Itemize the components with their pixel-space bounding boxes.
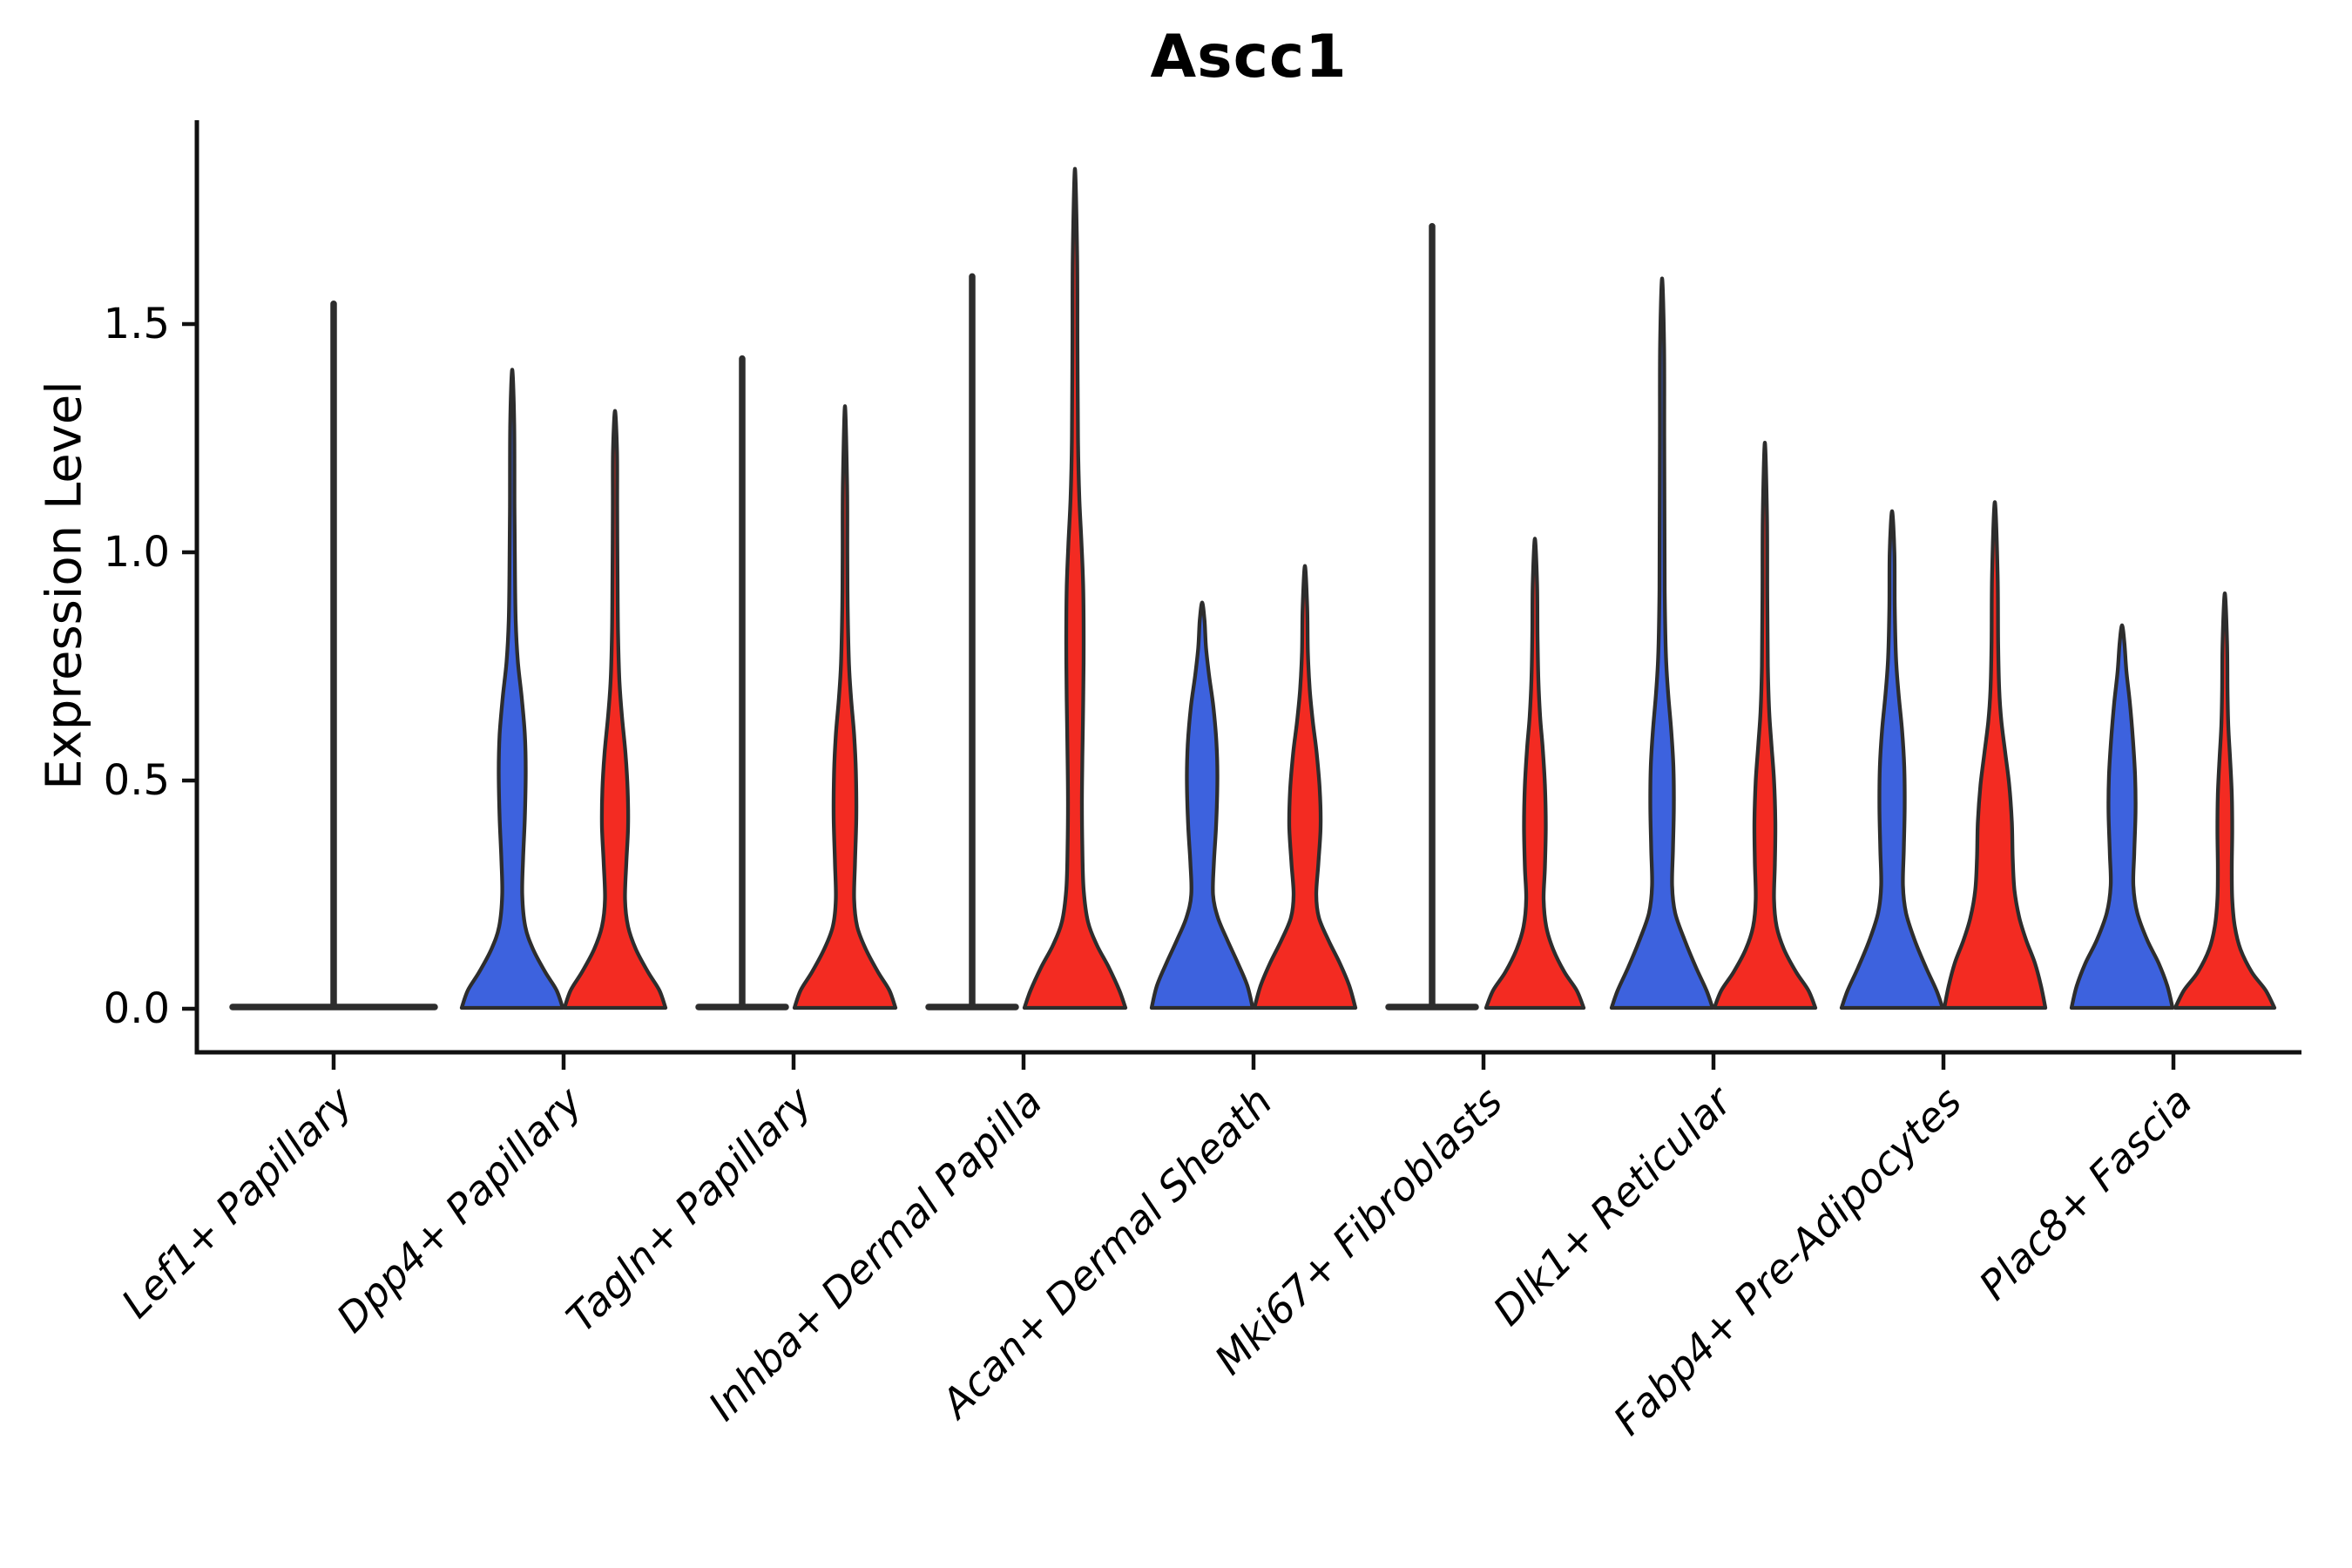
violin-fabp4-pre-adipocytes-red (1942, 500, 2048, 1010)
violin-fabp4-pre-adipocytes-blue (1839, 509, 1945, 1010)
violin-dpp4-papillary-red (562, 409, 668, 1010)
y-axis-label: Expression Level (36, 381, 93, 790)
violin-dlk1-reticular-blue (1609, 276, 1715, 1010)
violin-dpp4-papillary-blue (459, 368, 565, 1010)
y-tick-label: 0.0 (103, 984, 170, 1033)
violin-acan-dermal-sheath-blue (1149, 600, 1255, 1010)
violin-plac8-fascia-red (2173, 591, 2277, 1010)
violin-plac8-fascia-blue (2069, 623, 2175, 1010)
y-tick-label: 1.5 (103, 300, 170, 348)
y-tick-label: 1.0 (103, 528, 170, 577)
violin-mki67-fibroblasts-red (1484, 537, 1586, 1010)
violin-dlk1-reticular-red (1712, 441, 1818, 1010)
y-tick-label: 0.5 (103, 756, 170, 805)
violin-tagln-papillary-red (792, 404, 898, 1010)
violin-inhba-dermal-papilla-red (1022, 166, 1128, 1010)
violin-acan-dermal-sheath-red (1252, 564, 1358, 1010)
chart-title: Ascc1 (1150, 23, 1348, 91)
